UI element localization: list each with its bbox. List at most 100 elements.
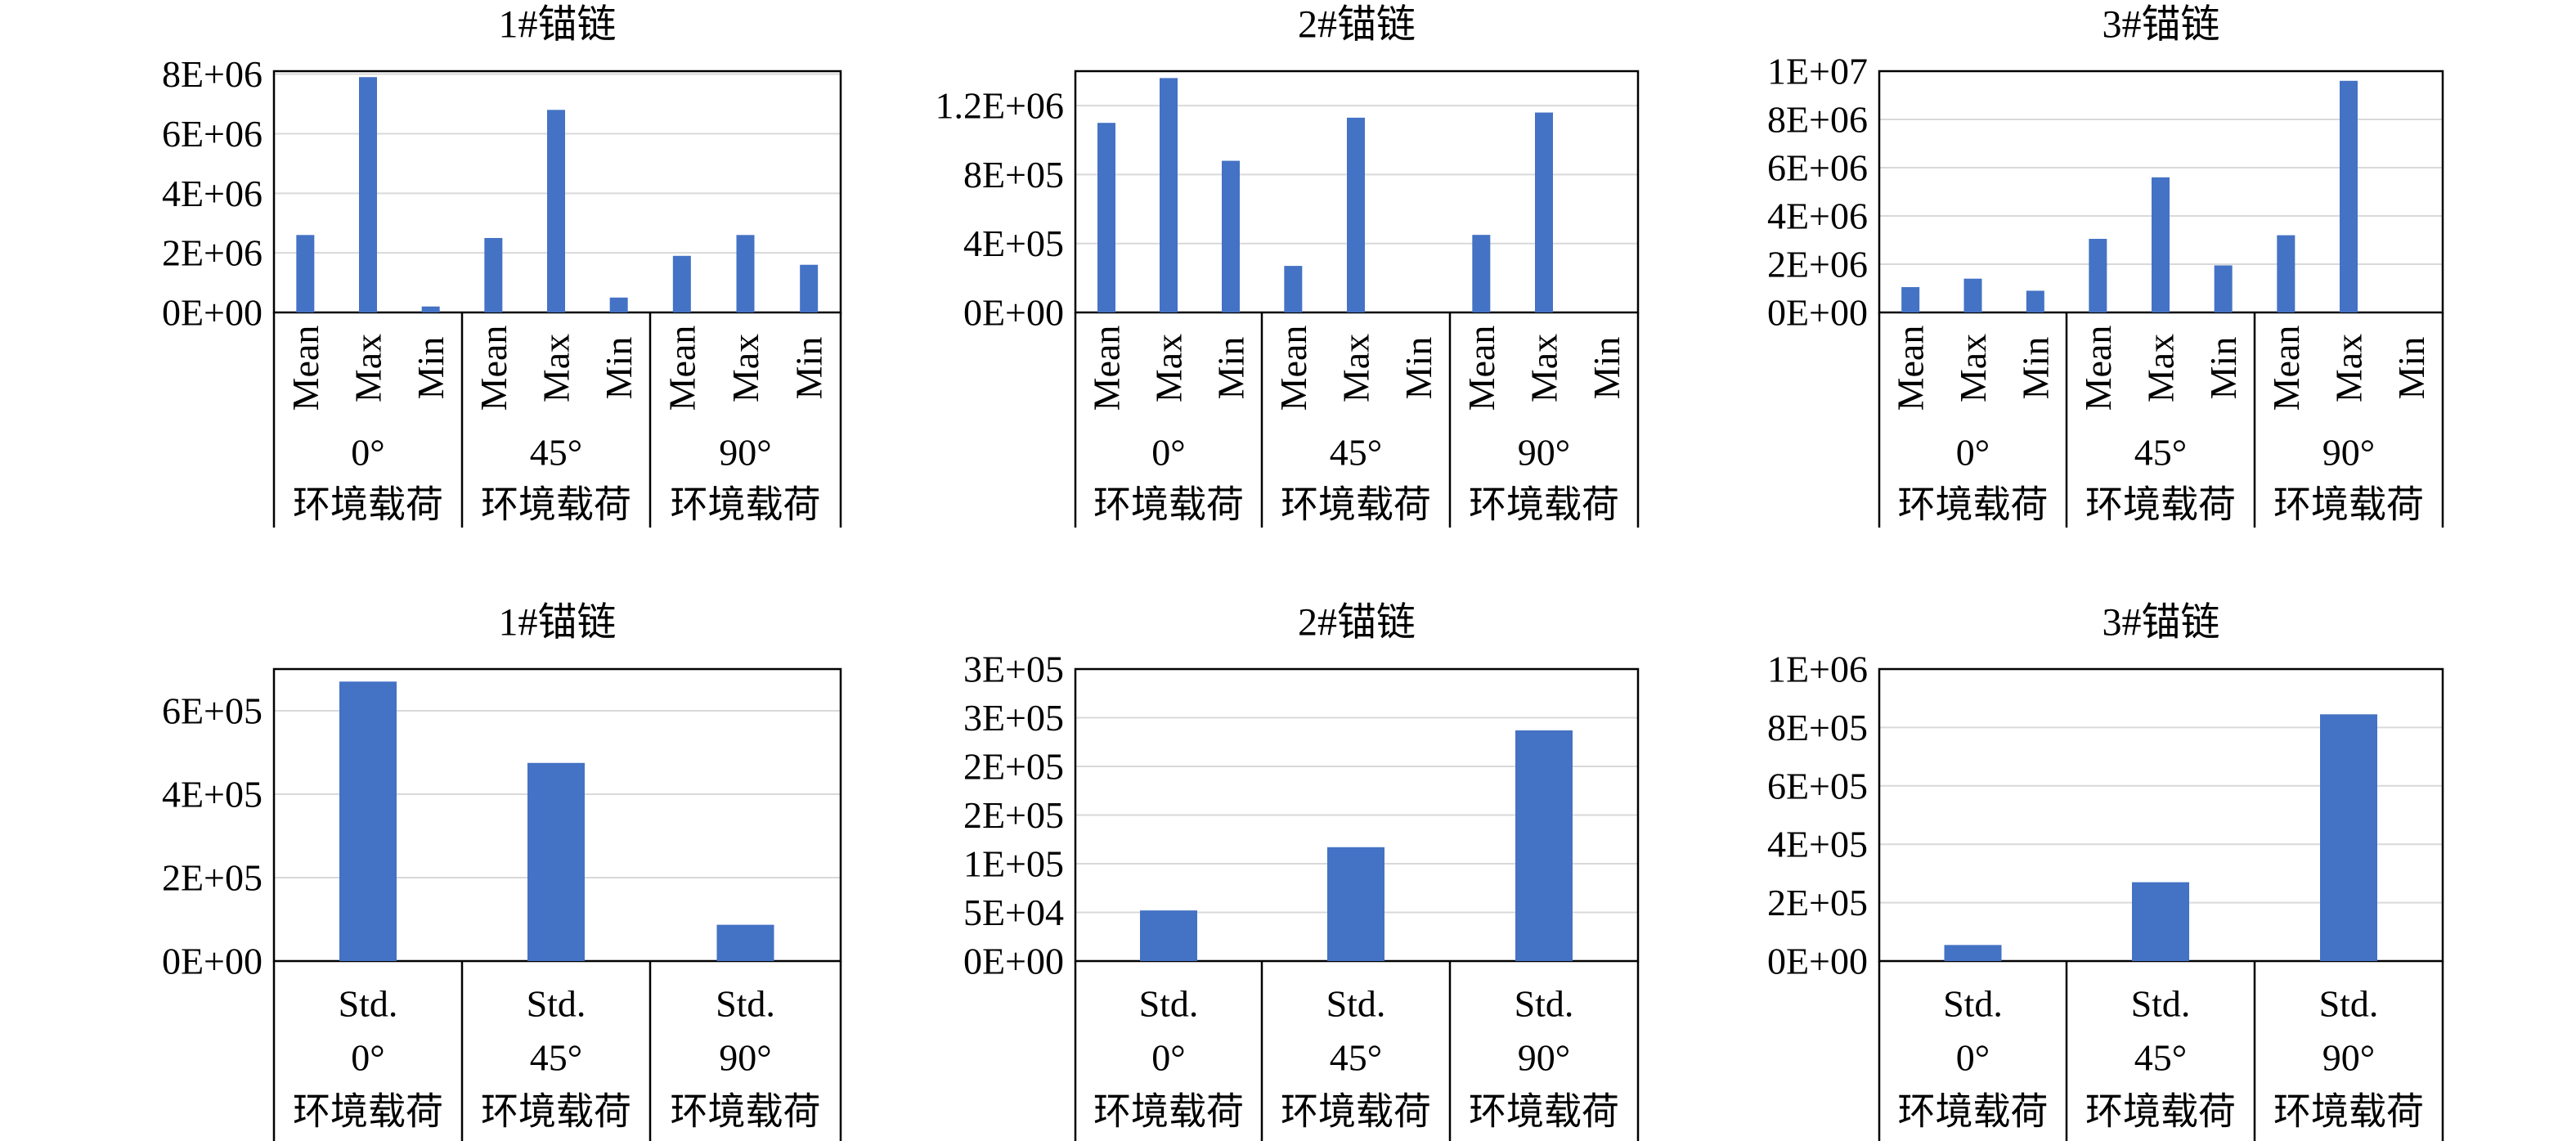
group-label: 90° [1518, 432, 1570, 474]
group-subtitle: 环境载荷 [2085, 484, 2236, 526]
bar [2026, 290, 2044, 312]
group-subtitle: 环境载荷 [1281, 1091, 1431, 1133]
y-tick-label: 0E+00 [1767, 941, 1868, 982]
group-label: 90° [1518, 1037, 1570, 1079]
category-label: Mean [285, 326, 326, 411]
chart-title: 2#锚链 [1298, 601, 1416, 645]
category-label: Std. [1139, 983, 1199, 1025]
bar [359, 77, 377, 313]
category-label: Min [598, 337, 640, 400]
bar [2214, 265, 2233, 312]
bar [2152, 177, 2170, 312]
category-label: Mean [1461, 326, 1502, 411]
y-tick-label: 4E+06 [1767, 195, 1868, 237]
y-tick-label: 3E+05 [963, 697, 1064, 739]
group-label: 0° [351, 432, 384, 474]
y-tick-label: 0E+00 [162, 292, 263, 334]
category-label: Mean [1086, 326, 1128, 411]
chart-title: 3#锚链 [2102, 3, 2219, 47]
group-subtitle: 环境载荷 [1898, 1091, 2049, 1133]
y-tick-label: 0E+00 [162, 941, 263, 982]
y-tick-label: 0E+00 [963, 941, 1064, 982]
category-label: Mean [2077, 326, 2119, 411]
category-label: Min [1210, 337, 1252, 400]
group-subtitle: 环境载荷 [1469, 484, 1619, 526]
y-tick-label: 2E+05 [1767, 882, 1868, 923]
group-subtitle: 环境载荷 [2273, 1091, 2424, 1133]
group-subtitle: 环境载荷 [1281, 484, 1431, 526]
category-label: Mean [2265, 326, 2307, 411]
category-label: Max [1335, 334, 1377, 402]
category-label: Std. [716, 983, 775, 1025]
group-label: 0° [1151, 432, 1185, 474]
bar [1097, 123, 1115, 312]
y-tick-label: 2E+06 [1767, 244, 1868, 285]
group-label: 0° [1151, 1037, 1185, 1079]
category-label: Min [410, 337, 451, 400]
group-subtitle: 环境载荷 [1093, 1091, 1244, 1133]
category-label: Std. [527, 983, 586, 1025]
group-subtitle: 环境载荷 [293, 1091, 443, 1133]
category-label: Std. [1515, 983, 1574, 1025]
bar [800, 264, 819, 312]
chart-3: 3#锚链 0E+00 2E+06 4E+06 6E+06 8E+06 1E+07 Mean Ma… [1767, 3, 2444, 528]
category-label: Std. [339, 983, 398, 1025]
category-label: Min [788, 337, 830, 400]
bar [421, 306, 440, 312]
bar [1140, 910, 1197, 961]
y-tick-label: 6E+06 [162, 113, 263, 155]
y-tick-label: 2E+05 [162, 857, 263, 899]
group-label: 45° [1330, 1037, 1382, 1079]
bar [716, 924, 774, 961]
bar [1944, 945, 2002, 961]
bar [736, 235, 755, 312]
y-tick-label: 8E+06 [162, 53, 263, 95]
group-subtitle: 环境载荷 [481, 484, 631, 526]
chart-title: 1#锚链 [498, 601, 616, 645]
group-label: 45° [2134, 1037, 2187, 1079]
y-tick-label: 4E+06 [162, 173, 263, 214]
bar [484, 237, 503, 312]
bar [1515, 730, 1573, 961]
y-tick-label: 1E+06 [1767, 649, 1868, 690]
category-label: Max [725, 334, 766, 402]
category-label: Min [2014, 337, 2056, 400]
chart-4: 1#锚链 0E+00 2E+05 4E+05 6E+05 Std. 0° 环境载荷 Std. 45… [162, 601, 842, 1141]
y-tick-label: 2E+06 [162, 232, 263, 274]
group-subtitle: 环境载荷 [2085, 1091, 2236, 1133]
chart-title: 2#锚链 [1298, 3, 1416, 47]
group-subtitle: 环境载荷 [671, 1091, 821, 1133]
y-tick-label: 3E+05 [963, 649, 1064, 690]
group-subtitle: 环境载荷 [481, 1091, 631, 1133]
group-subtitle: 环境载荷 [1093, 484, 1244, 526]
y-tick-label: 6E+05 [162, 690, 263, 732]
chart-1: 1#锚链 0E+00 2E+06 4E+06 6E+06 8E+06 Mean Max Min 0… [162, 3, 842, 528]
y-tick-label: 4E+05 [963, 222, 1064, 264]
y-tick-label: 0E+00 [963, 292, 1064, 334]
group-label: 0° [1956, 1037, 1990, 1079]
chart-title: 1#锚链 [498, 3, 616, 47]
category-label: Max [1952, 334, 1994, 402]
bar [2320, 714, 2377, 961]
group-label: 0° [351, 1037, 384, 1079]
group-label: 90° [2322, 432, 2375, 474]
y-tick-label: 1.2E+06 [935, 85, 1064, 127]
bar [672, 255, 691, 312]
group-subtitle: 环境载荷 [1898, 484, 2049, 526]
y-tick-label: 2E+05 [963, 794, 1064, 836]
bar [339, 681, 397, 961]
category-label: Mean [661, 326, 702, 411]
category-label: Mean [1890, 326, 1932, 411]
group-label: 90° [2322, 1037, 2375, 1079]
y-tick-label: 1E+07 [1767, 51, 1868, 92]
group-label: 45° [1330, 432, 1382, 474]
bar [1901, 287, 1920, 312]
group-subtitle: 环境载荷 [2273, 484, 2424, 526]
bar [296, 235, 315, 312]
category-label: Std. [1326, 983, 1386, 1025]
category-label: Std. [1943, 983, 2003, 1025]
bar [2340, 80, 2358, 313]
y-tick-label: 8E+05 [1767, 707, 1868, 748]
category-label: Max [2328, 334, 2370, 402]
